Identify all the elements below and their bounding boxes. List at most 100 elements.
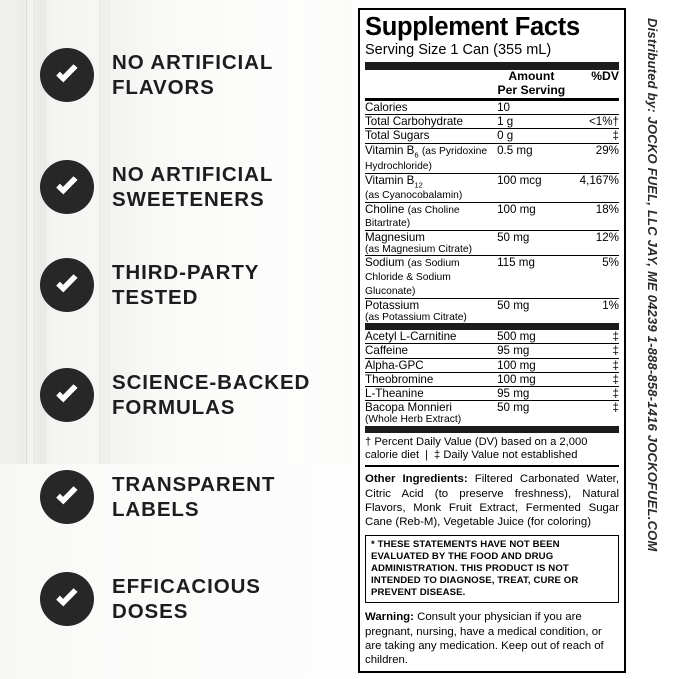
- supplement-facts-title: Supplement Facts: [365, 13, 580, 41]
- ingredient-name: Bacopa Monnieri (Whole Herb Extract): [365, 400, 498, 426]
- check-circle-icon: [40, 470, 94, 524]
- nutrient-subtext: (as Magnesium Citrate): [365, 244, 473, 256]
- warning-label: Warning:: [365, 611, 414, 624]
- table-row: Theobromine 100 mg ‡: [365, 371, 619, 387]
- check-circle-icon: [40, 258, 94, 312]
- nutrient-name: Vitamin B6 (as Pyridoxine Hydrochloride): [365, 142, 498, 174]
- table-row: Calories 10: [365, 99, 619, 114]
- benefit-item-transparent-labels: TRANSPARENT LABELS: [40, 470, 275, 524]
- benefit-label: NO ARTIFICIAL FLAVORS: [112, 51, 274, 99]
- ingredient-dv: ‡: [565, 357, 619, 373]
- ingredient-dv: ‡: [565, 371, 619, 387]
- table-row: Total Sugars 0 g ‡: [365, 128, 619, 144]
- nutrient-name: Potassium (as Potassium Citrate): [365, 297, 498, 324]
- table-row: L-Theanine 95 mg ‡: [365, 385, 619, 401]
- other-ingredients: Other Ingredients: Filtered Carbonated W…: [365, 467, 619, 535]
- supplement-facts-pane: Supplement Facts Serving Size 1 Can (355…: [352, 0, 679, 679]
- ingredient-subtext: (Whole Herb Extract): [365, 414, 462, 426]
- benefit-label: NO ARTIFICIAL SWEETENERS: [112, 163, 274, 211]
- nutrient-name: Total Carbohydrate: [365, 114, 498, 129]
- benefit-label: EFFICACIOUS DOSES: [112, 575, 261, 623]
- check-circle-icon: [40, 368, 94, 422]
- table-row: Bacopa Monnieri (Whole Herb Extract) 50 m…: [365, 400, 619, 426]
- paper-streak: [26, 0, 27, 679]
- nutrient-dv: 12%: [565, 229, 619, 256]
- nutrient-subtext: (as Sodium Chloride & Sodium Gluconate): [365, 258, 460, 297]
- ingredient-dv: ‡: [612, 330, 619, 344]
- nutrient-amount: 0.5 mg: [497, 142, 566, 174]
- nutrient-label: Sodium: [365, 256, 405, 270]
- warning-text: Consult your physician if you are pregna…: [365, 611, 604, 666]
- nutrient-name: Choline (as Choline Bitartrate): [365, 201, 498, 231]
- nutrient-subtext: (as Potassium Citrate): [365, 311, 467, 323]
- ingredient-dv: ‡: [565, 385, 619, 401]
- table-row: Vitamin B12 (as Cyanocobalamin) 100 mcg 4…: [365, 173, 619, 202]
- ingredient-dv: ‡: [565, 343, 619, 359]
- nutrient-dv: [566, 99, 619, 114]
- ingredient-name: L-Theanine: [365, 385, 498, 401]
- table-row: Sodium (as Sodium Chloride & Sodium Gluc…: [365, 255, 619, 299]
- header-percent-dv: %DV: [565, 69, 619, 101]
- benefit-item-third-party-tested: THIRD-PARTY TESTED: [40, 258, 259, 312]
- header-blank-cell: [365, 70, 498, 101]
- table-row: Choline (as Choline Bitartrate) 100 mg 1…: [365, 201, 619, 231]
- check-circle-icon: [40, 48, 94, 102]
- footnote-nd-text: ‡ Daily Value not established: [434, 449, 578, 462]
- distributor-text: Distributed by: JOCKO FUEL, LLC JAY, ME …: [645, 18, 660, 552]
- nutrient-subtext: (as Choline Bitartrate): [365, 204, 460, 230]
- nutrient-amount: 1 g: [497, 114, 566, 129]
- ingredient-dv: ‡: [565, 400, 619, 426]
- ingredient-amount: 50 mg: [497, 400, 566, 426]
- benefit-item-science-backed-formulas: SCIENCE-BACKED FORMULAS: [40, 368, 310, 422]
- nutrition-table: Amount Per Serving %DV Calories 10 Total…: [365, 69, 619, 324]
- nutrient-dv: 29%: [565, 142, 619, 174]
- section-divider-bar: [365, 323, 619, 331]
- benefit-label: THIRD-PARTY TESTED: [112, 261, 260, 309]
- ingredient-amount: 500 mg: [497, 330, 536, 344]
- nutrient-subtext: (as Pyridoxine Hydrochloride): [365, 145, 488, 173]
- ingredients-table: Acetyl L-Carnitine 500 mg ‡ Caffeine 95 …: [365, 330, 619, 426]
- ingredient-amount: 100 mg: [497, 371, 566, 387]
- table-row: Total Carbohydrate 1 g <1%†: [365, 114, 619, 129]
- nutrient-name: Total Sugars: [365, 128, 498, 144]
- table-row: Acetyl L-Carnitine 500 mg ‡: [365, 330, 619, 344]
- table-row: Alpha-GPC 100 mg ‡: [365, 357, 619, 373]
- daily-value-footnote: † Percent Daily Value (DV) based on a 2,…: [365, 433, 619, 468]
- warning-statement: Warning: Consult your physician if you a…: [365, 603, 619, 667]
- footnote-dv-text: † Percent Daily Value (DV) based on a 2,…: [365, 435, 588, 462]
- nutrient-amount: 115 mg: [497, 255, 566, 299]
- footer-divider-bar: [365, 425, 619, 433]
- nutrient-name: Magnesium (as Magnesium Citrate): [365, 229, 498, 256]
- fda-disclaimer-box: * THESE STATEMENTS HAVE NOT BEEN EVALUAT…: [365, 535, 619, 604]
- nutrient-dv: <1%†: [565, 114, 619, 129]
- table-row: Caffeine 95 mg ‡: [365, 343, 619, 359]
- nutrient-dv: 5%: [565, 255, 619, 299]
- benefit-item-efficacious-doses: EFFICACIOUS DOSES: [40, 572, 261, 626]
- nutrient-dv: ‡: [565, 128, 619, 144]
- nutrient-dv: 4,167%: [565, 173, 619, 202]
- nutrient-amount: 50 mg: [497, 229, 566, 256]
- nutrient-amount: 0 g: [497, 128, 566, 144]
- ingredient-name: Caffeine: [365, 343, 498, 359]
- table-row: Magnesium (as Magnesium Citrate) 50 mg 12…: [365, 229, 619, 256]
- nutrient-subtext: (as Cyanocobalamin): [365, 190, 463, 202]
- check-circle-icon: [40, 160, 94, 214]
- table-row: Potassium (as Potassium Citrate) 50 mg 1%: [365, 297, 619, 324]
- check-circle-icon: [40, 572, 94, 626]
- other-ingredients-label: Other Ingredients:: [365, 473, 468, 486]
- fda-disclaimer-text: * THESE STATEMENTS HAVE NOT BEEN EVALUAT…: [371, 539, 579, 599]
- nutrient-label: Potassium: [365, 298, 420, 312]
- nutrient-dv: 18%: [565, 201, 619, 231]
- nutrient-name: Vitamin B12 (as Cyanocobalamin): [365, 173, 498, 202]
- table-row: Vitamin B6 (as Pyridoxine Hydrochloride)…: [365, 142, 619, 174]
- benefit-item-no-artificial-flavors: NO ARTIFICIAL FLAVORS: [40, 48, 273, 102]
- ingredient-amount: 95 mg: [497, 343, 566, 359]
- nutrient-label: Magnesium: [365, 230, 425, 244]
- benefits-panel: NO ARTIFICIAL FLAVORS NO ARTIFICIAL SWEE…: [0, 0, 352, 679]
- ingredient-name: Alpha-GPC: [365, 357, 498, 373]
- nutrient-name: Sodium (as Sodium Chloride & Sodium Gluc…: [365, 255, 498, 299]
- ingredient-name: Theobromine: [365, 371, 498, 387]
- distributor-strip: Distributed by: JOCKO FUEL, LLC JAY, ME …: [626, 8, 679, 673]
- paper-streak: [34, 0, 35, 679]
